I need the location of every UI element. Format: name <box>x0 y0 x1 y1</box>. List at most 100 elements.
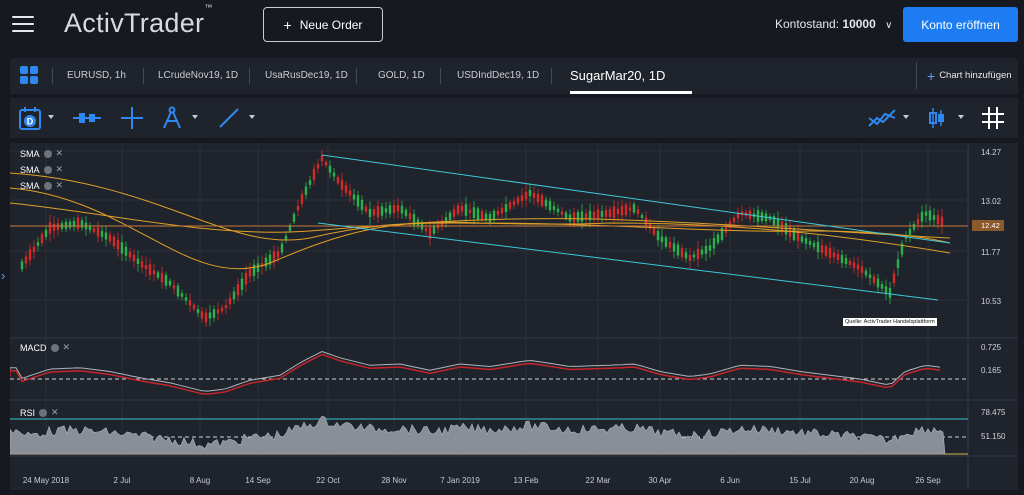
candle-body <box>388 205 392 214</box>
crosshair-icon[interactable] <box>120 106 144 130</box>
candle-body <box>432 225 436 234</box>
candle-type-icon[interactable] <box>928 106 946 130</box>
candle-body <box>96 227 100 237</box>
candle-body <box>604 209 608 218</box>
macd-tick: 0.165 <box>981 366 1002 375</box>
candle-body <box>576 212 580 222</box>
candle-body <box>168 280 172 286</box>
menu-icon[interactable] <box>12 16 34 34</box>
calendar-icon[interactable]: D <box>18 106 44 130</box>
candle-body <box>192 304 196 310</box>
candle-body <box>840 255 844 263</box>
candle-body <box>772 216 776 226</box>
candle-body <box>832 252 836 258</box>
candle-body <box>660 236 664 243</box>
legend-sma-label: SMA <box>20 164 40 175</box>
tab-eurusd[interactable]: EURUSD, 1h <box>67 70 126 81</box>
settings-icon[interactable] <box>43 165 52 174</box>
chevron-right-icon[interactable]: › <box>1 268 6 283</box>
close-icon[interactable]: ✕ <box>55 180 64 190</box>
x-axis-label: 14 Sep <box>245 476 271 485</box>
caret-down-icon[interactable] <box>903 115 909 119</box>
caret-down-icon[interactable] <box>249 115 255 119</box>
candle-body <box>256 263 260 273</box>
settings-icon[interactable] <box>50 343 59 352</box>
tab-divider <box>440 68 441 84</box>
layout-grid-icon[interactable] <box>20 66 39 85</box>
legend-macd[interactable]: MACD ✕ <box>20 342 70 353</box>
settings-icon[interactable] <box>43 181 52 190</box>
settings-icon[interactable] <box>39 408 48 417</box>
legend-sma-2[interactable]: SMA ✕ <box>20 164 63 175</box>
close-icon[interactable]: ✕ <box>62 342 71 352</box>
candle-body <box>912 223 916 230</box>
close-icon[interactable]: ✕ <box>55 164 64 174</box>
account-balance-dropdown[interactable]: Kontostand: 10000 ∨ <box>775 17 892 31</box>
candle-body <box>940 216 944 227</box>
candle-body <box>528 189 532 197</box>
line-draw-icon[interactable] <box>217 106 241 130</box>
tab-usarus[interactable]: UsaRusDec19, 1D <box>265 70 348 81</box>
tab-divider <box>249 68 250 84</box>
compass-icon[interactable] <box>160 106 184 130</box>
candle-body <box>556 208 560 213</box>
candle-body <box>392 204 396 214</box>
candle-body <box>824 246 828 256</box>
candle-body <box>624 204 628 216</box>
candle-body <box>408 213 412 220</box>
candle-body <box>836 254 840 260</box>
close-icon[interactable]: ✕ <box>55 148 64 158</box>
candle-body <box>352 194 356 200</box>
legend-rsi[interactable]: RSI ✕ <box>20 407 59 418</box>
add-chart-button[interactable]: + Chart hinzufügen <box>916 62 1014 89</box>
candle-body <box>348 190 352 196</box>
gridlines <box>10 143 968 456</box>
price-chart[interactable]: 14.27 13.02 12.42 11.77 10.53 0.725 0.16… <box>10 143 1018 490</box>
candle-body <box>828 247 832 259</box>
open-account-button[interactable]: Konto eröffnen <box>903 7 1018 42</box>
candle-body <box>908 228 912 235</box>
indicators-chart-icon[interactable] <box>868 106 896 130</box>
caret-down-icon[interactable] <box>958 115 964 119</box>
indicator-icon[interactable] <box>72 106 102 130</box>
candle-body <box>924 211 928 216</box>
tab-gold[interactable]: GOLD, 1D <box>378 70 425 81</box>
candle-body <box>44 229 48 238</box>
candle-body <box>512 200 516 206</box>
legend-sma-3[interactable]: SMA ✕ <box>20 180 63 191</box>
logo-trademark: ™ <box>204 3 213 12</box>
new-order-button[interactable]: + Neue Order <box>263 7 383 42</box>
chart-area[interactable]: 14.27 13.02 12.42 11.77 10.53 0.725 0.16… <box>10 143 1018 490</box>
candle-body <box>492 210 496 221</box>
candle-body <box>48 222 52 234</box>
rsi-tick: 51.150 <box>981 432 1006 441</box>
tab-usdind[interactable]: USDIndDec19, 1D <box>457 70 540 81</box>
candle-body <box>144 265 148 269</box>
candle-body <box>636 209 640 214</box>
close-icon[interactable]: ✕ <box>51 407 59 417</box>
candle-body <box>884 286 888 294</box>
candle-body <box>500 207 504 214</box>
macd-panel <box>10 350 968 395</box>
candle-body <box>120 242 124 254</box>
candle-body <box>452 209 456 217</box>
grid-icon[interactable] <box>982 106 1004 130</box>
settings-icon[interactable] <box>43 149 52 158</box>
candle-body <box>228 297 232 305</box>
candle-body <box>544 199 548 207</box>
add-chart-label: Chart hinzufügen <box>939 70 1012 81</box>
candle-body <box>516 197 520 204</box>
tab-divider <box>143 68 144 84</box>
legend-sma-1[interactable]: SMA ✕ <box>20 148 63 159</box>
legend-rsi-label: RSI <box>20 407 36 418</box>
macd-tick: 0.725 <box>981 343 1002 352</box>
tab-sugar[interactable]: SugarMar20, 1D <box>570 68 666 83</box>
tab-lcrude[interactable]: LCrudeNov19, 1D <box>158 70 239 81</box>
rsi-area <box>10 415 946 455</box>
candle-body <box>848 260 852 266</box>
candle-body <box>288 225 292 231</box>
candle-body <box>188 300 192 306</box>
candle-body <box>776 218 780 229</box>
caret-down-icon[interactable] <box>192 115 198 119</box>
caret-down-icon[interactable] <box>48 115 54 119</box>
